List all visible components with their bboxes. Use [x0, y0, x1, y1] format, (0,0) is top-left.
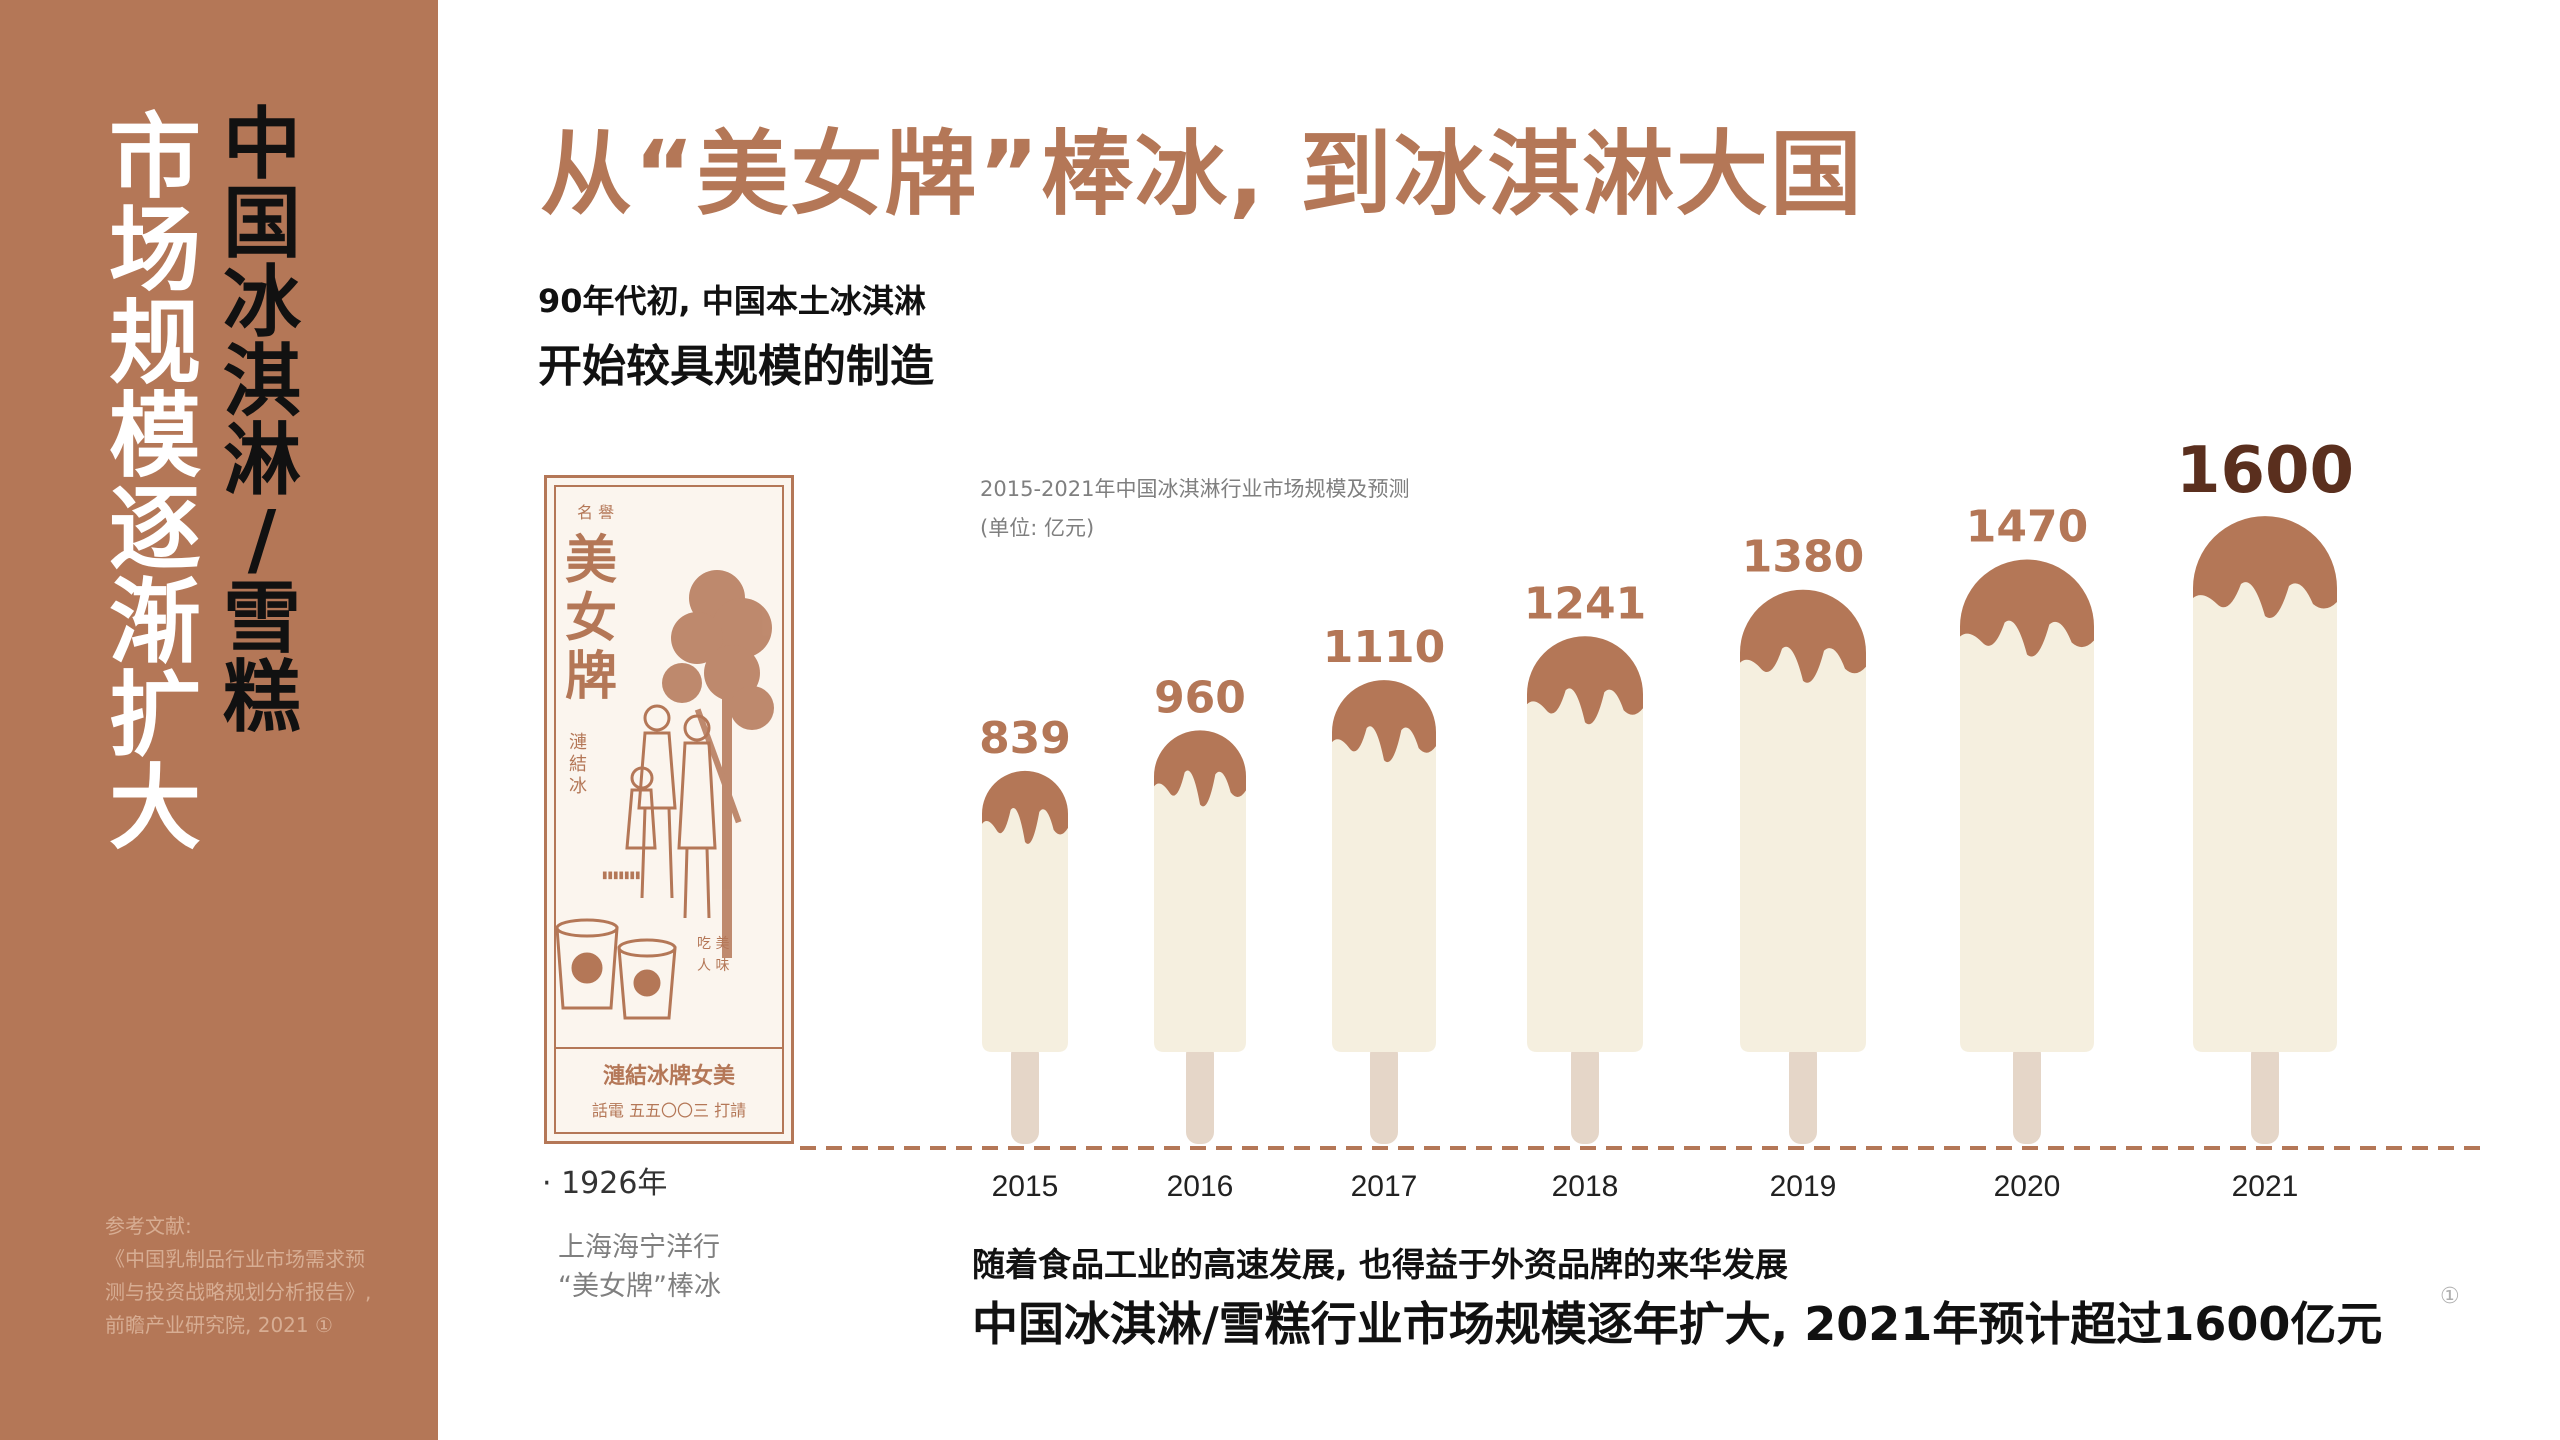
x-tick-label: 2020 — [1994, 1170, 2061, 1203]
vertical-subtitle-char: 国 — [222, 179, 301, 269]
poster-caption-line-1: 上海海宁洋行 — [558, 1232, 720, 1263]
reference-line: 前瞻产业研究院, 2021 ① — [105, 1313, 333, 1337]
page-title: 从“美女牌”棒冰, 到冰淇淋大国 — [540, 121, 1864, 228]
bar-value-label: 1470 — [1966, 502, 2088, 553]
bar-stick — [1011, 1042, 1039, 1144]
reference-line: 《中国乳制品行业市场需求预 — [105, 1247, 365, 1271]
bar-stick — [1789, 1042, 1817, 1144]
bar-stick — [1186, 1042, 1214, 1144]
bar-stick — [1370, 1042, 1398, 1144]
bar-coating — [2193, 516, 2337, 618]
chart-unit: (单位: 亿元) — [980, 516, 1095, 540]
bar-body — [982, 770, 1068, 1052]
bar-body — [2193, 516, 2337, 1052]
vertical-title-char: 渐 — [108, 569, 201, 676]
bar-stick — [1571, 1042, 1599, 1144]
reference-line: 测与投资战略规划分析报告》, — [105, 1280, 372, 1304]
x-tick-label: 2018 — [1552, 1170, 1619, 1203]
bar-value-label: 1110 — [1323, 622, 1445, 673]
bar-stick — [2013, 1042, 2041, 1144]
vertical-subtitle: 中国冰淇淋 / 雪糕 — [212, 106, 312, 738]
references: 参考文献: 《中国乳制品行业市场需求预 测与投资战略规划分析报告》, 前瞻产业研… — [105, 1210, 425, 1342]
bar-coating — [1740, 589, 1866, 683]
vertical-title-char: 逐 — [108, 476, 201, 583]
vintage-poster-image: 名 譽 美女牌 漣結冰 ▮▮▮▮▮▮▮ 吃 美 — [544, 475, 794, 1144]
poster-brand-char: 女 — [565, 588, 617, 649]
poster-brand-char: 牌 — [565, 646, 617, 707]
bar-value-label: 1241 — [1524, 578, 1646, 629]
bar-value-label: 960 — [1154, 672, 1246, 723]
vertical-title-char: 场 — [108, 197, 201, 304]
chart-title: 2015-2021年中国冰淇淋行业市场规模及预测 — [980, 477, 1410, 501]
bar-value-label: 1600 — [2176, 434, 2354, 508]
x-tick-label: 2016 — [1167, 1170, 1234, 1203]
ice-cream-bar: 1241 2018 — [1524, 578, 1646, 1203]
bar-value-label: 839 — [979, 713, 1071, 764]
poster-side-char: 結 — [569, 754, 587, 775]
bar-coating — [1527, 636, 1643, 725]
vertical-title-char: 市 — [108, 104, 201, 211]
vertical-subtitle-char: 淋 — [222, 416, 301, 506]
ice-cream-bar: 1600 2021 — [2176, 434, 2354, 1203]
vertical-subtitle-char: 糕 — [222, 653, 301, 743]
vertical-subtitle-char: 中 — [222, 100, 301, 190]
poster-side-char: 冰 — [569, 776, 587, 797]
x-tick-label: 2019 — [1770, 1170, 1837, 1203]
bar-coating — [1332, 680, 1436, 763]
bar-coating — [1154, 730, 1246, 807]
bottom-line-2: 中国冰淇淋/雪糕行业市场规模逐年扩大, 2021年预计超过1600亿元 — [972, 1297, 2383, 1351]
ice-cream-bar: 1380 2019 — [1740, 532, 1866, 1203]
svg-text:▮▮▮▮▮▮▮: ▮▮▮▮▮▮▮ — [602, 870, 641, 881]
x-tick-label: 2021 — [2232, 1170, 2299, 1203]
footnote-mark: ① — [2440, 1284, 2460, 1309]
bar-body — [1332, 680, 1436, 1052]
bottom-line-1: 随着食品工业的高速发展, 也得益于外资品牌的来华发展 — [972, 1245, 1789, 1284]
bar-body — [1740, 589, 1866, 1052]
intro-line-1: 90年代初, 中国本土冰淇淋 — [538, 282, 926, 320]
poster-year: · 1926年 — [542, 1166, 668, 1201]
vertical-title-char: 大 — [108, 755, 201, 862]
bar-coating — [1960, 559, 2094, 657]
chart-caption: 2015-2021年中国冰淇淋行业市场规模及预测 (单位: 亿元) — [980, 470, 1409, 548]
poster-caption: 上海海宁洋行 “美女牌”棒冰 — [558, 1228, 721, 1306]
vertical-subtitle-char: / — [247, 495, 277, 585]
intro-line-2: 开始较具规模的制造 — [538, 341, 934, 392]
poster-brand-text: 美女牌 — [565, 530, 617, 707]
vertical-subtitle-char: 雪 — [222, 574, 301, 664]
vertical-title-char: 扩 — [108, 662, 201, 769]
svg-text:人 味: 人 味 — [697, 958, 729, 974]
bar-coating — [982, 770, 1068, 844]
bar-body — [1154, 730, 1246, 1052]
ice-cream-bar: 1470 2020 — [1960, 502, 2094, 1203]
bar-value-label: 1380 — [1742, 532, 1864, 583]
x-tick-label: 2015 — [992, 1170, 1059, 1203]
vertical-title-char: 模 — [108, 383, 201, 490]
poster-side-text: 漣結冰 — [569, 732, 587, 797]
poster-side-char: 漣 — [569, 732, 587, 753]
poster-caption-line-2: “美女牌”棒冰 — [558, 1271, 721, 1302]
poster-brand-char: 美 — [565, 530, 617, 591]
vertical-main-title: 市场规模逐渐扩大 — [100, 112, 210, 856]
references-label: 参考文献: — [105, 1214, 192, 1238]
svg-text:吃 美: 吃 美 — [697, 936, 729, 952]
bar-body — [1527, 636, 1643, 1052]
vertical-subtitle-char: 冰 — [222, 258, 301, 348]
poster-phone-text: 話電 五五〇〇三 打請 — [592, 1101, 746, 1120]
vertical-subtitle-char: 淇 — [222, 337, 301, 427]
ice-cream-bar: 1110 2017 — [1323, 622, 1445, 1203]
ice-cream-bar: 960 2016 — [1154, 672, 1246, 1203]
poster-bottom-text: 漣結冰牌女美 — [603, 1063, 736, 1089]
vertical-title-char: 规 — [108, 290, 201, 397]
x-tick-label: 2017 — [1351, 1170, 1418, 1203]
ice-cream-bar: 839 2015 — [979, 713, 1071, 1203]
bar-stick — [2251, 1042, 2279, 1144]
sidebar-panel: 市场规模逐渐扩大 中国冰淇淋 / 雪糕 参考文献: 《中国乳制品行业市场需求预 测与… — [0, 0, 438, 1440]
bar-body — [1960, 559, 2094, 1052]
poster-top-text: 名 譽 — [577, 503, 614, 522]
